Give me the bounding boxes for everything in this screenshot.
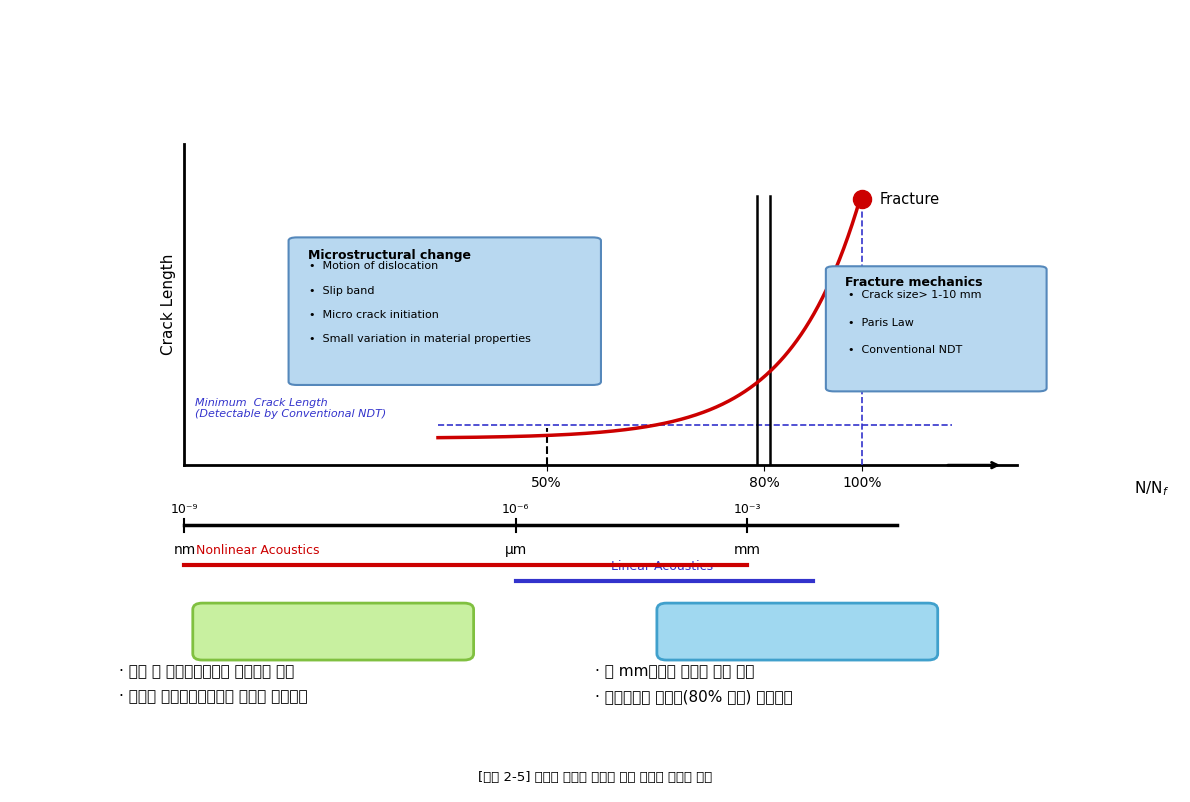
- Text: 10⁻³: 10⁻³: [733, 503, 760, 516]
- Text: nm: nm: [174, 543, 195, 557]
- Text: 10⁻⁹: 10⁻⁹: [170, 503, 199, 516]
- Text: · 손상의 초기단계에서부터 정밀한 진단가능: · 손상의 초기단계에서부터 정밀한 진단가능: [119, 690, 308, 704]
- Text: Nonlinear Acoustics: Nonlinear Acoustics: [196, 545, 320, 557]
- Text: · 나노 및 마이크로단위의 손상평가 가능: · 나노 및 마이크로단위의 손상평가 가능: [119, 664, 294, 678]
- Text: Fracture: Fracture: [879, 192, 940, 207]
- Text: •  Slip band: • Slip band: [309, 286, 375, 295]
- Text: •  Small variation in material properties: • Small variation in material properties: [309, 334, 531, 343]
- Text: μm: μm: [505, 543, 527, 557]
- Text: 10⁻⁶: 10⁻⁶: [502, 503, 530, 516]
- Text: Linear Acoustics: Linear Acoustics: [610, 561, 713, 573]
- FancyBboxPatch shape: [826, 266, 1047, 391]
- Text: •  Paris Law: • Paris Law: [848, 318, 914, 327]
- Text: Microstructural change: Microstructural change: [308, 249, 471, 261]
- Text: 비선형 초음파 기술: 비선형 초음파 기술: [284, 622, 382, 641]
- Text: •  Conventional NDT: • Conventional NDT: [848, 345, 963, 354]
- Text: [그림 2-5] 비선형 초음파 기술과 선형 초음파 기술의 비교: [그림 2-5] 비선형 초음파 기술과 선형 초음파 기술의 비교: [478, 772, 712, 784]
- Text: · 피로수명의 후반부(80% 이후) 검사가능: · 피로수명의 후반부(80% 이후) 검사가능: [595, 690, 793, 704]
- Text: 선형 초음파 기술: 선형 초음파 기술: [753, 622, 841, 641]
- FancyBboxPatch shape: [288, 237, 601, 385]
- Text: Fracture mechanics: Fracture mechanics: [845, 276, 983, 289]
- Text: N/N$_f$: N/N$_f$: [1134, 480, 1170, 498]
- Text: mm: mm: [733, 543, 760, 557]
- Y-axis label: Crack Length: Crack Length: [161, 254, 176, 355]
- Text: · 수 mm이상의 매크로 균열 검출: · 수 mm이상의 매크로 균열 검출: [595, 664, 754, 678]
- Text: •  Crack size> 1-10 mm: • Crack size> 1-10 mm: [848, 290, 982, 300]
- Text: •  Micro crack initiation: • Micro crack initiation: [309, 310, 439, 319]
- Text: Minimum  Crack Length
(Detectable by Conventional NDT): Minimum Crack Length (Detectable by Conv…: [195, 398, 387, 419]
- Text: •  Motion of dislocation: • Motion of dislocation: [309, 261, 439, 271]
